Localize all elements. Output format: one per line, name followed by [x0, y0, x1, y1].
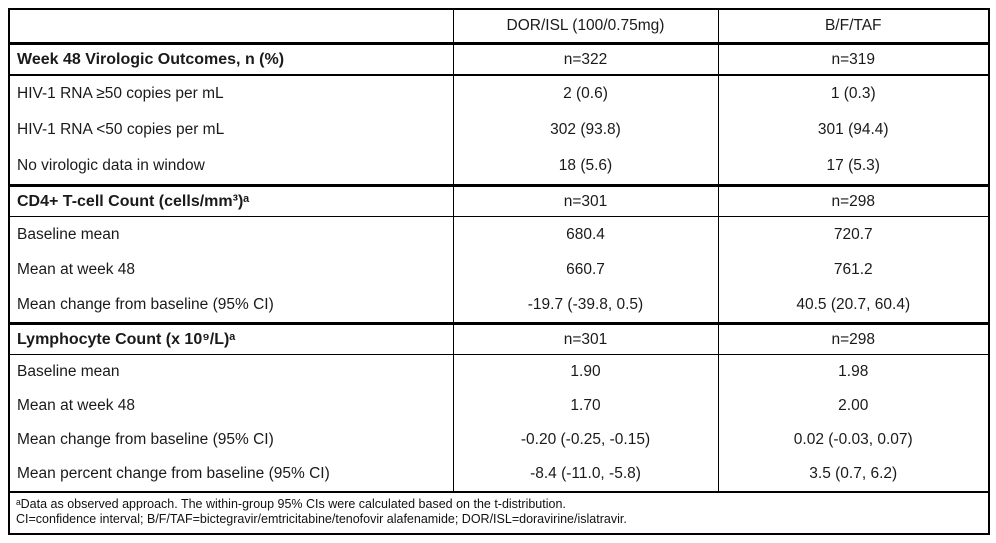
outcomes-table: DOR/ISL (100/0.75mg) B/F/TAF Week 48 Vir…	[8, 8, 990, 535]
value-dor-isl: -0.20 (-0.25, -0.15)	[453, 423, 719, 457]
section-n-dor-isl: n=301	[453, 322, 719, 355]
table-row: No virologic data in window 18 (5.6) 17 …	[9, 148, 989, 186]
value-bftaf: 40.5 (20.7, 60.4)	[796, 295, 911, 313]
section-title: CD4+ T-cell Count (cells/mm³)ᵃ	[9, 184, 454, 217]
value-dor-isl: 302 (93.8)	[453, 112, 719, 148]
value-bftaf: 301 (94.4)	[817, 121, 889, 138]
value-dor-isl: 680.4	[453, 216, 719, 252]
value-bftaf: 2.00	[838, 397, 869, 414]
value-dor-isl: 660.7	[453, 252, 719, 287]
section-n-dor-isl: n=301	[453, 184, 719, 217]
footnote: ᵃData as observed approach. The within-g…	[9, 491, 989, 534]
table-row: Mean percent change from baseline (95% C…	[9, 457, 989, 492]
row-label: Baseline mean	[9, 354, 454, 389]
column-header-dor-isl: DOR/ISL (100/0.75mg)	[453, 9, 719, 44]
value-dor-isl: 18 (5.6)	[453, 148, 719, 186]
value-dor-isl: -8.4 (-11.0, -5.8)	[453, 457, 719, 492]
table-row: Mean at week 48 1.70 2.00	[9, 389, 989, 423]
column-header-bftaf: B/F/TAF	[824, 17, 882, 34]
table-row: Mean change from baseline (95% CI) -19.7…	[9, 287, 989, 324]
column-header-row: DOR/ISL (100/0.75mg) B/F/TAF	[9, 9, 989, 44]
section-title: Lymphocyte Count (x 10⁹/L)ᵃ	[9, 322, 454, 355]
value-dor-isl: 1.90	[453, 354, 719, 389]
footnote-line-1: ᵃData as observed approach. The within-g…	[16, 497, 566, 511]
row-label: Mean percent change from baseline (95% C…	[9, 457, 454, 492]
value-dor-isl: 1.70	[453, 389, 719, 423]
row-label: Mean change from baseline (95% CI)	[9, 423, 454, 457]
row-label: HIV-1 RNA ≥50 copies per mL	[9, 75, 454, 112]
section-header-row-cd4: CD4+ T-cell Count (cells/mm³)ᵃ n=301 n=2…	[9, 184, 989, 217]
section-title: Week 48 Virologic Outcomes, n (%)	[9, 42, 454, 76]
table-row: Baseline mean 1.90 1.98	[9, 354, 989, 389]
section-header-row-virologic: Week 48 Virologic Outcomes, n (%) n=322 …	[9, 42, 989, 76]
row-label: Mean at week 48	[9, 389, 454, 423]
section-header-row-lymphocyte: Lymphocyte Count (x 10⁹/L)ᵃ n=301 n=298	[9, 322, 989, 355]
value-dor-isl: -19.7 (-39.8, 0.5)	[453, 287, 719, 324]
row-label: Mean change from baseline (95% CI)	[9, 287, 454, 324]
value-bftaf: 0.02 (-0.03, 0.07)	[793, 431, 913, 448]
row-label: HIV-1 RNA <50 copies per mL	[9, 112, 454, 148]
table-row: HIV-1 RNA ≥50 copies per mL 2 (0.6) 1 (0…	[9, 75, 989, 112]
footnote-line-2: CI=confidence interval; B/F/TAF=bictegra…	[16, 512, 627, 526]
table-row: Mean change from baseline (95% CI) -0.20…	[9, 423, 989, 457]
row-label: Baseline mean	[9, 216, 454, 252]
row-label: Mean at week 48	[9, 252, 454, 287]
row-label: No virologic data in window	[9, 148, 454, 186]
section-n-bftaf: n=319	[718, 42, 989, 76]
value-bftaf: 1.98	[838, 363, 869, 380]
section-n-dor-isl: n=322	[453, 42, 719, 76]
value-bftaf: 3.5 (0.7, 6.2)	[809, 465, 898, 482]
table-row: Baseline mean 680.4 720.7	[9, 216, 989, 252]
column-header-empty	[9, 9, 454, 44]
section-n-bftaf: n=298	[718, 184, 989, 217]
value-dor-isl: 2 (0.6)	[453, 75, 719, 112]
footnote-row: ᵃData as observed approach. The within-g…	[9, 491, 989, 534]
value-bftaf: 761.2	[833, 260, 873, 278]
value-bftaf: 1 (0.3)	[830, 85, 876, 102]
table-row: HIV-1 RNA <50 copies per mL 302 (93.8) 3…	[9, 112, 989, 148]
value-bftaf: 17 (5.3)	[826, 157, 880, 174]
value-bftaf: 720.7	[833, 225, 873, 243]
table-row: Mean at week 48 660.7 761.2	[9, 252, 989, 287]
section-n-bftaf: n=298	[718, 322, 989, 355]
